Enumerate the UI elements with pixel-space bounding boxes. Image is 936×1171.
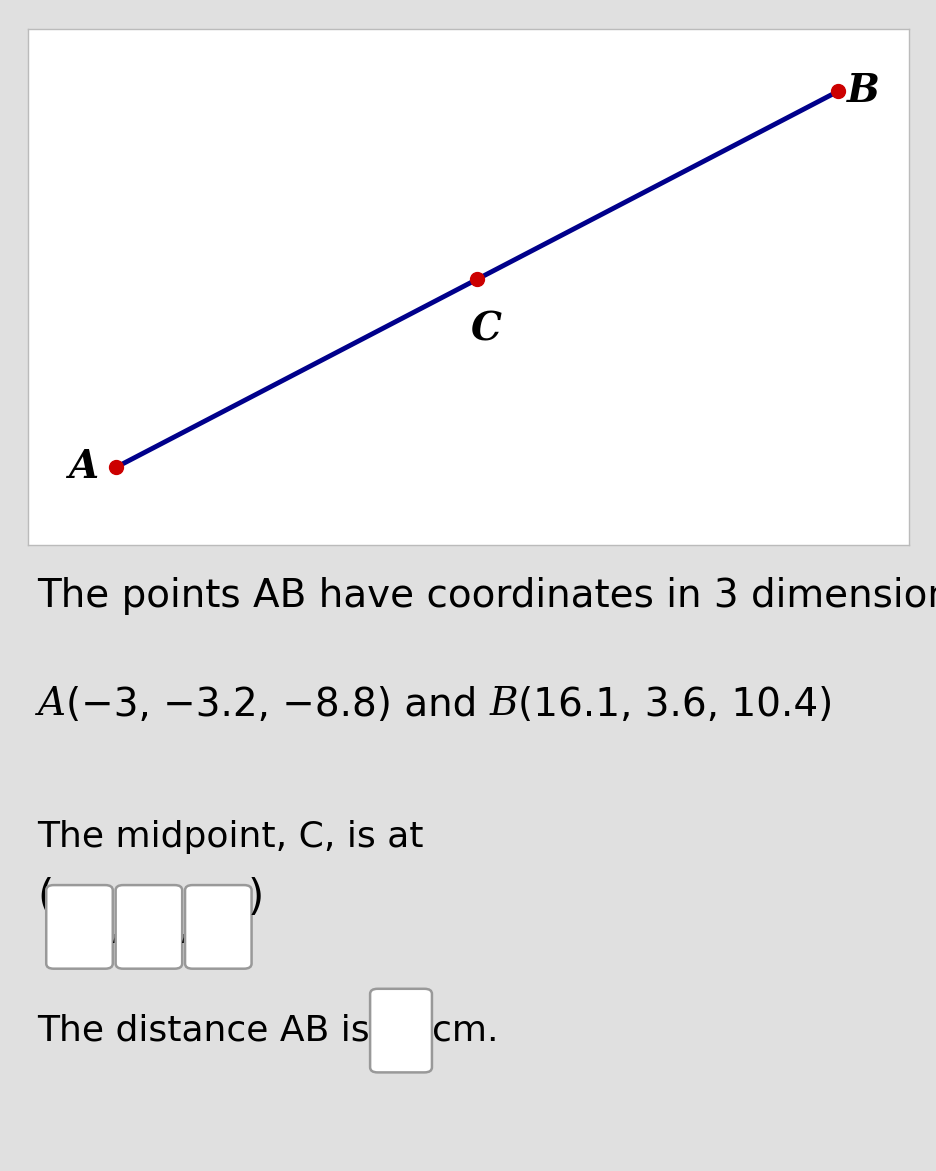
Text: C: C [470,310,501,348]
Text: ): ) [247,877,263,918]
Point [469,269,484,288]
Text: B: B [489,686,518,723]
Text: ,: , [109,908,121,946]
Text: The midpoint, C, is at: The midpoint, C, is at [37,820,423,854]
FancyBboxPatch shape [115,885,182,968]
Point [109,458,124,477]
Text: B: B [846,73,879,110]
Text: (−3, −3.2, −8.8) and: (−3, −3.2, −8.8) and [66,686,489,724]
Text: The points AB have coordinates in 3 dimensions: The points AB have coordinates in 3 dime… [37,577,936,616]
Text: The distance AB is: The distance AB is [37,1014,370,1048]
Text: (: ( [37,877,53,918]
FancyBboxPatch shape [46,885,112,968]
Point [830,82,845,101]
FancyBboxPatch shape [184,885,251,968]
FancyBboxPatch shape [370,988,431,1073]
Text: cm.: cm. [431,1014,498,1048]
Text: A: A [68,448,98,486]
Text: (16.1, 3.6, 10.4): (16.1, 3.6, 10.4) [518,686,832,724]
Text: ,: , [178,908,190,946]
Text: A: A [37,686,66,723]
